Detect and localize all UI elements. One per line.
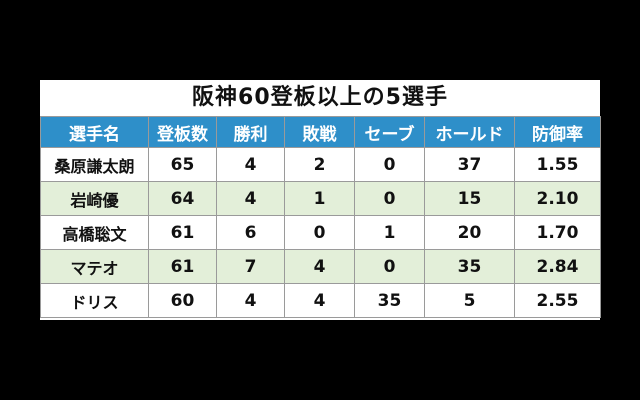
cell-holds: 5 [424, 283, 515, 318]
cell-player-name: ドリス [40, 283, 149, 318]
header-player-name: 選手名 [40, 116, 149, 148]
table-row: 桑原謙太朗 65 4 2 0 37 1.55 [40, 147, 601, 182]
table-row: 岩崎優 64 4 1 0 15 2.10 [40, 181, 601, 216]
cell-saves: 35 [354, 283, 425, 318]
cell-appearances: 64 [148, 181, 217, 216]
cell-wins: 4 [216, 283, 285, 318]
header-row: 選手名 登板数 勝利 敗戦 セーブ ホールド 防御率 [40, 116, 601, 148]
cell-era: 1.55 [514, 147, 601, 182]
cell-saves: 0 [354, 249, 425, 284]
cell-saves: 1 [354, 215, 425, 250]
table-title: 阪神60登板以上の5選手 [192, 85, 448, 110]
table-row: ドリス 60 4 4 35 5 2.55 [40, 283, 601, 318]
pitcher-stats-table: 選手名 登板数 勝利 敗戦 セーブ ホールド 防御率 桑原謙太朗 65 4 2 … [40, 116, 601, 318]
header-holds: ホールド [424, 116, 515, 148]
cell-losses: 4 [284, 249, 355, 284]
cell-wins: 7 [216, 249, 285, 284]
header-era: 防御率 [514, 116, 601, 148]
cell-appearances: 61 [148, 215, 217, 250]
cell-saves: 0 [354, 147, 425, 182]
cell-losses: 2 [284, 147, 355, 182]
cell-holds: 15 [424, 181, 515, 216]
cell-player-name: マテオ [40, 249, 149, 284]
table-row: マテオ 61 7 4 0 35 2.84 [40, 249, 601, 284]
cell-player-name: 岩崎優 [40, 181, 149, 216]
cell-losses: 1 [284, 181, 355, 216]
cell-wins: 4 [216, 181, 285, 216]
header-wins: 勝利 [216, 116, 285, 148]
cell-era: 2.10 [514, 181, 601, 216]
header-losses: 敗戦 [284, 116, 355, 148]
cell-wins: 4 [216, 147, 285, 182]
cell-appearances: 61 [148, 249, 217, 284]
table-row: 高橋聡文 61 6 0 1 20 1.70 [40, 215, 601, 250]
header-appearances: 登板数 [148, 116, 217, 148]
cell-holds: 37 [424, 147, 515, 182]
cell-era: 2.84 [514, 249, 601, 284]
cell-losses: 0 [284, 215, 355, 250]
cell-holds: 35 [424, 249, 515, 284]
cell-holds: 20 [424, 215, 515, 250]
cell-player-name: 桑原謙太朗 [40, 147, 149, 182]
cell-era: 1.70 [514, 215, 601, 250]
cell-losses: 4 [284, 283, 355, 318]
stats-panel: 阪神60登板以上の5選手 選手名 登板数 勝利 敗戦 セーブ ホールド 防御率 … [40, 80, 601, 320]
cell-era: 2.55 [514, 283, 601, 318]
cell-wins: 6 [216, 215, 285, 250]
cell-appearances: 60 [148, 283, 217, 318]
cell-appearances: 65 [148, 147, 217, 182]
header-saves: セーブ [354, 116, 425, 148]
cell-player-name: 高橋聡文 [40, 215, 149, 250]
cell-saves: 0 [354, 181, 425, 216]
